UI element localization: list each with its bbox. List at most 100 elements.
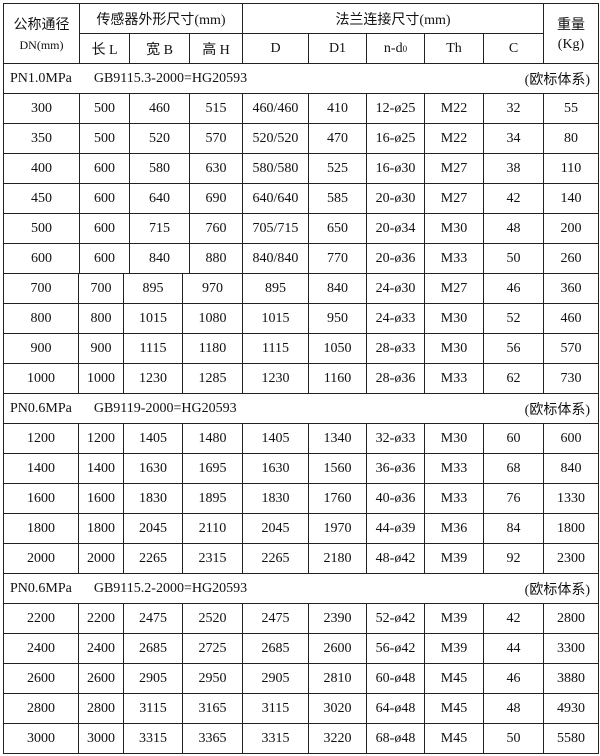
table-cell: 1695 bbox=[182, 453, 243, 484]
column-header-label: D bbox=[270, 40, 281, 56]
table-cell: 2725 bbox=[182, 633, 243, 664]
standard-system: (欧标体系) bbox=[524, 72, 590, 88]
table-cell: 350 bbox=[3, 123, 80, 154]
table-cell: 1480 bbox=[182, 423, 243, 454]
table-cell: 515 bbox=[189, 93, 243, 124]
table-cell: 1800 bbox=[543, 513, 599, 544]
flange-standard: GB9115.2-2000=HG20593 bbox=[93, 580, 248, 596]
table-cell: 600 bbox=[79, 243, 130, 274]
table-cell: 970 bbox=[182, 273, 243, 304]
table-cell: 2110 bbox=[182, 513, 243, 544]
table-cell: M33 bbox=[424, 363, 484, 394]
table-cell: 2180 bbox=[308, 543, 367, 574]
table-cell: 950 bbox=[308, 303, 367, 334]
table-cell: 2000 bbox=[3, 543, 79, 574]
table-cell: 460 bbox=[543, 303, 599, 334]
table-cell: 1080 bbox=[182, 303, 243, 334]
table-cell: 470 bbox=[308, 123, 367, 154]
table-cell: 715 bbox=[129, 213, 190, 244]
table-cell: 84 bbox=[483, 513, 544, 544]
table-cell: 900 bbox=[78, 333, 124, 364]
table-cell: 730 bbox=[543, 363, 599, 394]
standard-system: (欧标体系) bbox=[524, 582, 590, 598]
table-cell: 1600 bbox=[3, 483, 79, 514]
table-cell: 2315 bbox=[182, 543, 243, 574]
table-cell: 1330 bbox=[543, 483, 599, 514]
table-cell: 20-ø36 bbox=[366, 243, 425, 274]
table-cell: 20-ø30 bbox=[366, 183, 425, 214]
table-cell: 500 bbox=[79, 93, 130, 124]
table-cell: 3300 bbox=[543, 633, 599, 664]
table-cell: 38 bbox=[483, 153, 544, 184]
table-cell: 520/520 bbox=[242, 123, 309, 154]
table-cell: 56 bbox=[483, 333, 544, 364]
table-cell: 12-ø25 bbox=[366, 93, 425, 124]
table-cell: 1630 bbox=[242, 453, 309, 484]
table-cell: 640 bbox=[129, 183, 190, 214]
table-cell: 1000 bbox=[78, 363, 124, 394]
table-cell: 895 bbox=[123, 273, 183, 304]
table-cell: 3365 bbox=[182, 723, 243, 754]
table-cell: 840 bbox=[543, 453, 599, 484]
table-cell: 3315 bbox=[242, 723, 309, 754]
table-cell: 630 bbox=[189, 153, 243, 184]
table-cell: 48 bbox=[483, 213, 544, 244]
table-cell: 2475 bbox=[123, 603, 183, 634]
table-cell: 570 bbox=[189, 123, 243, 154]
table-cell: M22 bbox=[424, 123, 484, 154]
table-cell: 460/460 bbox=[242, 93, 309, 124]
table-cell: 640/640 bbox=[242, 183, 309, 214]
table-cell: 1830 bbox=[123, 483, 183, 514]
table-cell: 56-ø42 bbox=[366, 633, 425, 664]
table-cell: 2520 bbox=[182, 603, 243, 634]
table-cell: 500 bbox=[3, 213, 80, 244]
table-cell: 1405 bbox=[242, 423, 309, 454]
table-cell: 895 bbox=[242, 273, 309, 304]
table-cell: 2200 bbox=[3, 603, 79, 634]
table-cell: 460 bbox=[129, 93, 190, 124]
table-cell: 2400 bbox=[78, 633, 124, 664]
table-cell: 80 bbox=[543, 123, 599, 154]
pressure-rating: PN0.6MPa bbox=[10, 400, 72, 416]
table-cell: 1200 bbox=[78, 423, 124, 454]
table-cell: 1400 bbox=[3, 453, 79, 484]
table-cell: M33 bbox=[424, 243, 484, 274]
table-cell: M27 bbox=[424, 183, 484, 214]
column-header-label: 高 H bbox=[202, 42, 230, 58]
column-header-label: D1 bbox=[328, 40, 347, 56]
table-cell: 3000 bbox=[78, 723, 124, 754]
table-cell: 1200 bbox=[3, 423, 79, 454]
table-cell: 500 bbox=[79, 123, 130, 154]
dn-header: 公称通径 DN(mm) bbox=[3, 3, 80, 64]
table-cell: M39 bbox=[424, 603, 484, 634]
table-cell: 1830 bbox=[242, 483, 309, 514]
table-cell: 52-ø42 bbox=[366, 603, 425, 634]
sensor-dimensions-header: 传感器外形尺寸(mm) bbox=[79, 3, 243, 34]
table-cell: 3000 bbox=[3, 723, 79, 754]
table-cell: 2600 bbox=[3, 663, 79, 694]
table-cell: 1115 bbox=[123, 333, 183, 364]
table-cell: 28-ø33 bbox=[366, 333, 425, 364]
table-cell: 20-ø34 bbox=[366, 213, 425, 244]
table-cell: 1405 bbox=[123, 423, 183, 454]
table-cell: 1800 bbox=[3, 513, 79, 544]
column-header: D bbox=[242, 33, 309, 64]
table-cell: 570 bbox=[543, 333, 599, 364]
table-cell: 1230 bbox=[123, 363, 183, 394]
weight-unit: (Kg) bbox=[557, 37, 585, 52]
table-cell: 580 bbox=[129, 153, 190, 184]
column-header: D1 bbox=[308, 33, 367, 64]
table-cell: 3315 bbox=[123, 723, 183, 754]
table-cell: 1160 bbox=[308, 363, 367, 394]
flange-dimensions-header: 法兰连接尺寸(mm) bbox=[242, 3, 544, 34]
table-cell: 600 bbox=[79, 153, 130, 184]
table-cell: 2800 bbox=[78, 693, 124, 724]
table-cell: 450 bbox=[3, 183, 80, 214]
table-cell: 525 bbox=[308, 153, 367, 184]
table-cell: 770 bbox=[308, 243, 367, 274]
table-cell: 410 bbox=[308, 93, 367, 124]
table-cell: 700 bbox=[78, 273, 124, 304]
standard-system: (欧标体系) bbox=[524, 402, 590, 418]
table-cell: 800 bbox=[78, 303, 124, 334]
